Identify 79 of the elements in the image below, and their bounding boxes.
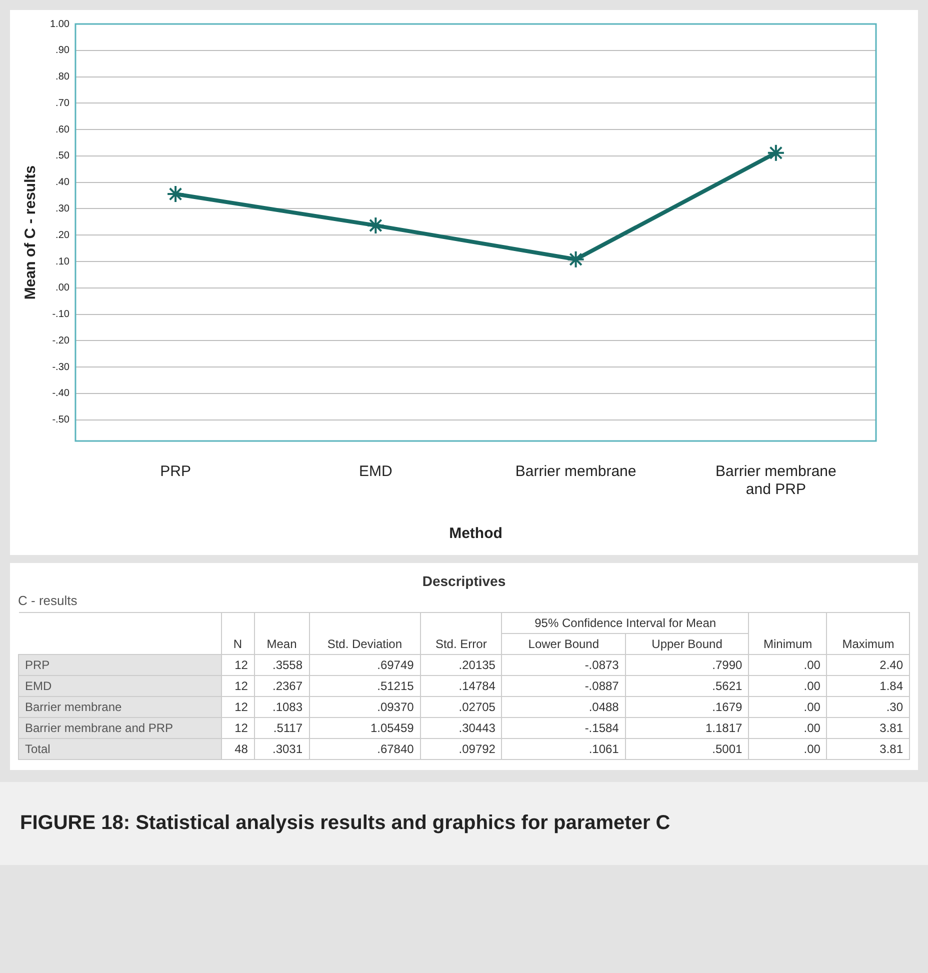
- y-tick-label: .00: [56, 282, 70, 294]
- text: .2367: [272, 679, 303, 693]
- y-tick-label: .30: [56, 203, 70, 214]
- text: .02705: [458, 700, 496, 714]
- category-label: Barrier membrane and PRP: [25, 721, 174, 735]
- x-axis-title: Method: [449, 525, 502, 542]
- caption: FIGURE 18: Statistical analysis results and graphics for parameter C: [0, 782, 928, 865]
- x-tick-label: EMD: [358, 463, 392, 480]
- category-label: Barrier membrane: [25, 700, 122, 714]
- text: .0488: [588, 700, 619, 714]
- text: .09792: [458, 742, 496, 756]
- category-label: Std. Deviation: [309, 612, 420, 654]
- y-tick-label: .90: [56, 45, 70, 56]
- text: .3558: [272, 658, 303, 672]
- y-tick-label: -.50: [52, 414, 70, 426]
- text: 3.81: [880, 742, 903, 756]
- text: .30: [886, 700, 903, 714]
- text: 1.84: [880, 679, 903, 693]
- text: .69749: [377, 658, 414, 672]
- text: .14784: [458, 679, 496, 693]
- y-tick-label: .20: [56, 230, 70, 241]
- y-tick-label: -.20: [52, 335, 70, 346]
- text: -.1584: [584, 721, 619, 735]
- x-tick-label: Barrier membrane: [515, 463, 636, 480]
- text: .20135: [458, 658, 496, 672]
- category-label: Upper Bound: [625, 634, 749, 654]
- category-label: PRP: [25, 658, 50, 672]
- category-label: N: [221, 612, 254, 654]
- text: .67840: [377, 742, 414, 756]
- y-tick-label: .10: [56, 256, 70, 268]
- y-tick-label: -.10: [52, 309, 70, 320]
- text: .00: [804, 742, 820, 756]
- text: .00: [804, 658, 820, 672]
- text: Descriptives: [421, 573, 507, 589]
- text: 2.40: [880, 658, 903, 672]
- text: 1.05459: [370, 721, 414, 735]
- category-label: Total: [25, 742, 50, 756]
- x-tick-label: PRP: [160, 463, 191, 480]
- text: .5621: [712, 679, 742, 693]
- y-tick-label: .70: [56, 98, 70, 109]
- text: 12: [234, 658, 248, 672]
- text: .1083: [272, 700, 303, 714]
- text: .00: [804, 721, 820, 735]
- text: 95% Confidence Interval for Mean: [502, 612, 749, 634]
- y-tick-label: .50: [56, 150, 70, 162]
- text: .5117: [273, 721, 303, 735]
- y-tick-label: 1.00: [50, 18, 70, 30]
- text: .1679: [712, 700, 742, 714]
- x-tick-label: Barrier membrane and PRP: [715, 463, 836, 498]
- text: .09370: [377, 700, 414, 714]
- y-tick-label: -.30: [52, 362, 70, 373]
- text: -.0887: [584, 679, 619, 693]
- y-tick-label: .60: [56, 124, 70, 136]
- text: .30443: [458, 721, 496, 735]
- text: .00: [804, 679, 820, 693]
- text: 12: [234, 721, 248, 735]
- category-label: Std. Error: [420, 612, 502, 654]
- y-tick-label: -.40: [52, 388, 70, 400]
- y-axis-title: Mean of C - results: [22, 165, 40, 300]
- category-label: Mean: [254, 612, 310, 654]
- text: .3031: [272, 742, 303, 756]
- text: 12: [234, 700, 248, 714]
- text: 12: [234, 679, 248, 693]
- text: C - results: [18, 593, 78, 608]
- text: -.0873: [584, 658, 619, 672]
- text: .5001: [712, 742, 742, 756]
- category-label: Maximum: [826, 612, 910, 654]
- y-tick-label: .80: [56, 72, 70, 83]
- category-label: EMD: [25, 679, 52, 693]
- text: 1.1817: [706, 721, 742, 735]
- category-label: Minimum: [748, 612, 827, 654]
- text: 48: [234, 742, 248, 756]
- text: .51215: [377, 679, 414, 693]
- text: .1061: [588, 742, 619, 756]
- text: 3.81: [880, 721, 903, 735]
- text: .00: [804, 700, 820, 714]
- text: .7990: [712, 658, 742, 672]
- category-label: Lower Bound: [502, 634, 626, 654]
- y-tick-label: .40: [56, 177, 70, 188]
